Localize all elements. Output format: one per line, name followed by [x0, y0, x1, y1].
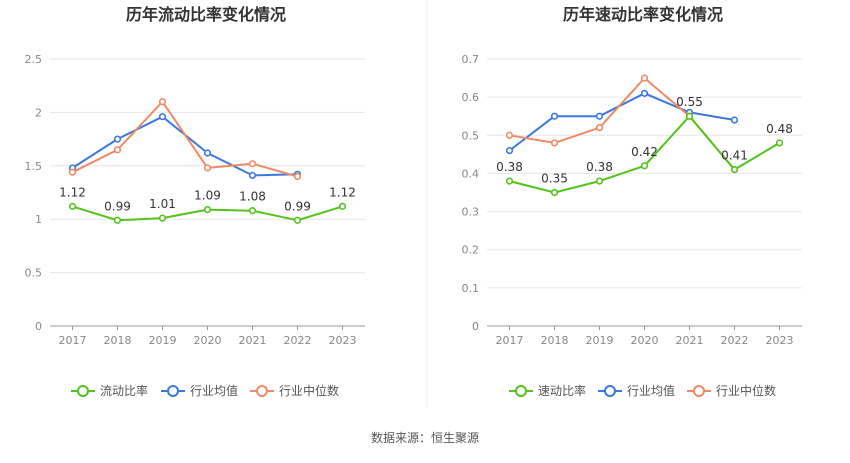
chart-1-series-2-point [248, 171, 257, 180]
chart-1-data-label: 1.08 [239, 190, 266, 204]
chart-2-y-tick-label: 0.1 [462, 282, 480, 295]
chart-2-data-label: 0.38 [586, 160, 613, 174]
chart-1-series-2-point [113, 135, 122, 143]
chart-2-y-tick-label: 0.4 [462, 167, 480, 180]
chart-2-series-2-point [730, 116, 739, 124]
chart-1-series-1-point [203, 205, 212, 214]
chart-1-series-3-point [293, 172, 302, 181]
chart-1-legend-label: 流动比率 [100, 383, 148, 398]
chart-1-x-tick-label: 2022 [284, 334, 312, 347]
chart-1-y-tick-label: 0 [35, 320, 42, 333]
chart-2-legend-label: 行业中位数 [716, 383, 776, 398]
chart-1-series-3-point [113, 146, 122, 154]
source-note: 数据来源：恒生聚源 [371, 430, 479, 445]
chart-2-series-1-point [550, 188, 559, 197]
chart-1-y-tick-label: 2 [35, 106, 42, 119]
chart-2-series-1-point [730, 166, 739, 174]
chart-2-y-tick-label: 0.5 [462, 129, 480, 142]
chart-1-series-1-point [248, 207, 257, 215]
chart-1-y-tick-label: 1.5 [25, 160, 43, 173]
chart-1-legend-swatch-marker [77, 385, 89, 397]
chart-2-x-tick-label: 2020 [631, 334, 659, 347]
chart-1-series-3-point [248, 160, 257, 168]
chart-2-title: 历年速动比率变化情况 [563, 5, 723, 24]
chart-2-data-label: 0.38 [496, 160, 523, 174]
chart-1-series-1-point [113, 216, 122, 224]
chart-2-x-tick-label: 2019 [586, 334, 614, 347]
chart-2-y-tick-label: 0 [472, 320, 479, 333]
chart-1-legend-label: 行业中位数 [279, 383, 339, 398]
chart-2-series-3-point [550, 139, 559, 147]
chart-1-data-label: 1.01 [149, 197, 176, 211]
chart-2-x-tick-label: 2021 [676, 334, 704, 347]
chart-2-y-tick-label: 0.3 [462, 206, 480, 219]
chart-2-x-tick-label: 2023 [766, 334, 794, 347]
chart-2-legend-label: 速动比率 [538, 383, 586, 398]
chart-2-x-tick-label: 2018 [541, 334, 569, 347]
chart-1-series-3-line [72, 100, 298, 178]
chart-2-series-2-point [640, 89, 649, 97]
chart-2-series-1-point [685, 112, 694, 120]
chart-1-x-tick-label: 2020 [194, 334, 222, 347]
chart-1-data-label: 1.12 [329, 185, 356, 199]
chart-1-data-label: 0.99 [284, 199, 311, 213]
chart-1-series-2-point [158, 113, 167, 121]
chart-1-title: 历年流动比率变化情况 [126, 5, 286, 24]
chart-2-data-label: 0.42 [631, 145, 658, 159]
chart-1-series-3-point [68, 168, 77, 176]
chart-2-series-2-point [550, 112, 559, 120]
chart-2-y-tick-label: 0.7 [462, 53, 480, 66]
chart-2-series-3-point [505, 131, 514, 139]
chart-2-series-3-point [595, 124, 604, 132]
chart-1-series-1-point [338, 202, 347, 210]
chart-1-data-label: 0.99 [104, 199, 131, 213]
chart-1-y-tick-label: 1 [35, 213, 42, 226]
chart-1-series-1-point [68, 202, 77, 210]
chart-2-legend-swatch-marker [515, 385, 527, 397]
chart-1-legend-swatch-marker [167, 385, 179, 397]
chart-2-series-1-point [595, 177, 604, 185]
chart-1-legend-label: 行业均值 [190, 383, 238, 398]
chart-1-series-1-point [293, 216, 302, 224]
chart-2-data-label: 0.48 [766, 122, 793, 136]
chart-2-series-2-point [505, 146, 514, 155]
chart-2-data-label: 0.55 [676, 95, 703, 109]
chart-1-x-tick-label: 2019 [149, 334, 177, 347]
chart-1-series-3-point [158, 98, 167, 106]
chart-2-x-tick-label: 2017 [496, 334, 524, 347]
chart-2-series-1-point [775, 139, 784, 147]
chart-1-legend-swatch-marker [256, 385, 268, 397]
chart-2-y-tick-label: 0.2 [462, 244, 480, 257]
chart-2-legend-swatch-marker [604, 385, 616, 397]
chart-1-x-tick-label: 2017 [59, 334, 87, 347]
chart-2-series-1-point [505, 177, 514, 185]
chart-2-data-label: 0.41 [721, 149, 748, 163]
chart-1-x-tick-label: 2018 [104, 334, 132, 347]
chart-1-series-1-point [158, 214, 167, 222]
chart-2-data-label: 0.35 [541, 172, 568, 186]
chart-2-legend-label: 行业均值 [627, 383, 675, 398]
chart-1-data-label: 1.09 [194, 189, 221, 203]
chart-1-series-2-point [203, 149, 212, 157]
chart-1-x-tick-label: 2021 [239, 334, 267, 347]
chart-2-series-3-point [640, 74, 649, 82]
chart-1-data-label: 1.12 [59, 185, 86, 199]
chart-2-y-tick-label: 0.6 [462, 91, 480, 104]
chart-2-legend-swatch-marker [693, 385, 705, 397]
chart-1-series-3-point [203, 164, 212, 172]
chart-1-x-tick-label: 2023 [329, 334, 357, 347]
chart-2-series-1-point [640, 162, 649, 170]
chart-1-y-tick-label: 0.5 [25, 267, 43, 280]
chart-2-series-2-line [508, 92, 735, 152]
chart-1-y-tick-label: 2.5 [25, 53, 43, 66]
chart-2-series-2-point [595, 112, 604, 120]
chart-2-x-tick-label: 2022 [721, 334, 749, 347]
